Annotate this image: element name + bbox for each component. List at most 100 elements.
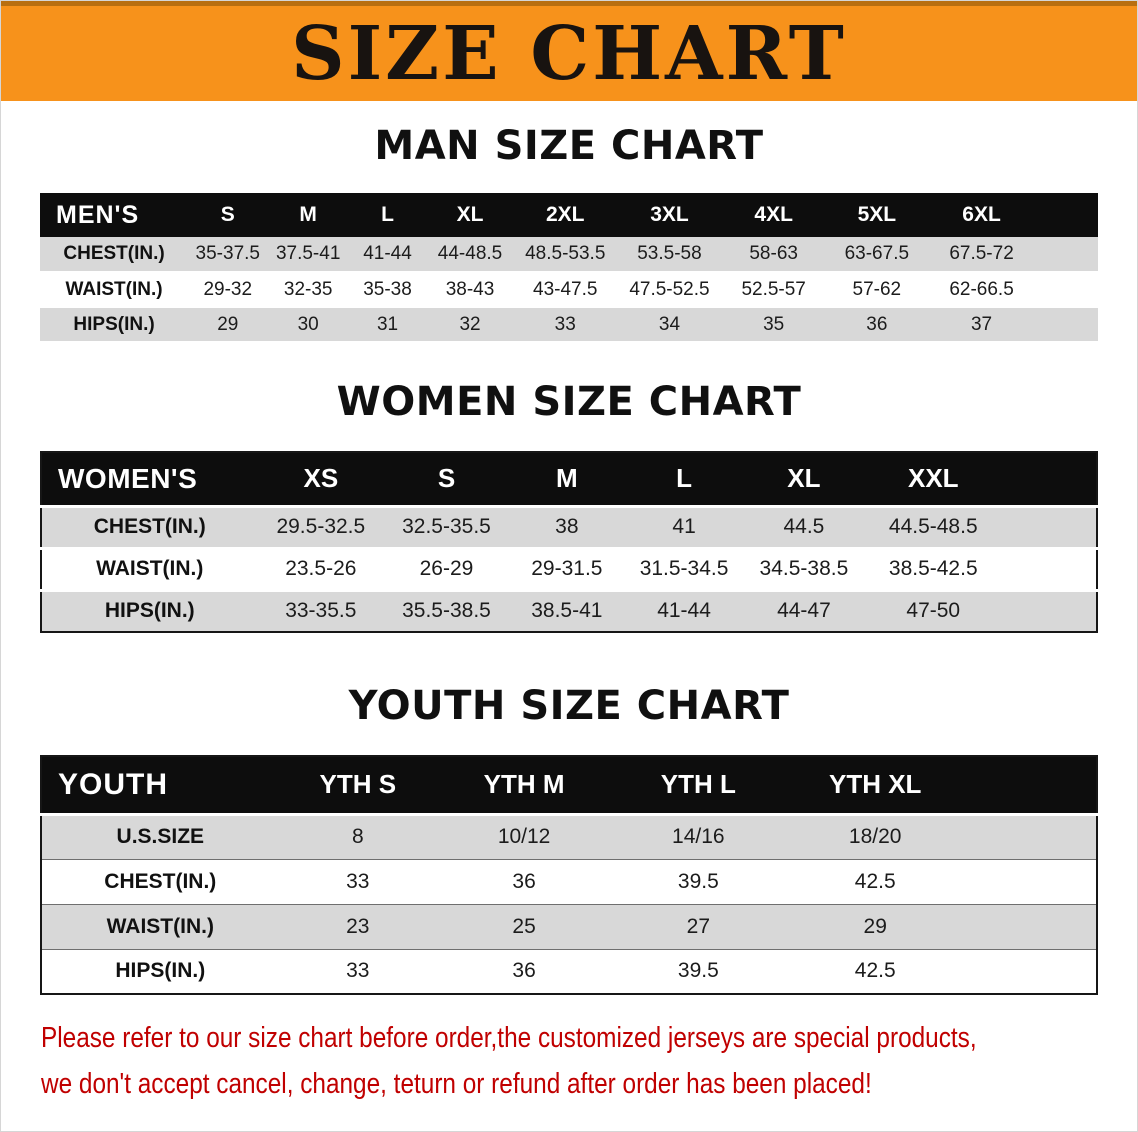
spacer-cell [1034, 193, 1098, 237]
measurement-value: 35-37.5 [188, 237, 268, 273]
measurement-value: 42.5 [785, 859, 965, 905]
measurement-value: 23 [278, 904, 437, 950]
notice-line-1: Please refer to our size chart before or… [41, 1022, 977, 1054]
measurement-value: 38-43 [426, 272, 514, 308]
size-column-header: L [624, 452, 744, 508]
table-row: CHEST(IN.) 35-37.5 37.5-41 41-44 44-48.5 48.5… [40, 237, 1098, 273]
measurement-value: 47-50 [864, 590, 1002, 632]
size-column-header: 3XL [616, 193, 723, 237]
measurement-value: 43-47.5 [513, 272, 617, 308]
measurement-value: 44.5 [743, 506, 865, 550]
measurement-value: 36 [436, 859, 612, 905]
spacer-cell [1034, 237, 1098, 273]
measurement-value: 38 [508, 506, 625, 550]
spacer-cell [1034, 307, 1098, 343]
measurement-value: 36 [436, 949, 612, 994]
spacer-cell [964, 904, 1097, 950]
notice-line-2: we don't accept cancel, change, teturn o… [41, 1068, 872, 1100]
measurement-value: 32 [426, 307, 514, 343]
spacer-cell [964, 859, 1097, 905]
table-row: HIPS(IN.) 29 30 31 32 33 34 35 36 37 [40, 307, 1098, 343]
women-size-chart-section: WOMEN SIZE CHART WOMEN'S XS S M L XL XXL CHEST(… [1, 379, 1137, 633]
measurement-value: 27 [611, 904, 786, 950]
measurement-value: 29.5-32.5 [257, 506, 385, 550]
measurement-value: 30 [267, 307, 349, 343]
measurement-value: 29-32 [188, 272, 268, 308]
measurement-value: 41-44 [348, 237, 427, 273]
table-row: U.S.SIZE 8 10/12 14/16 18/20 [41, 814, 1097, 860]
spacer-cell [964, 814, 1097, 860]
measurement-value: 25 [436, 904, 612, 950]
size-column-header: 4XL [722, 193, 825, 237]
measurement-label: HIPS(IN.) [41, 590, 258, 632]
table-label-cell: YOUTH [41, 756, 279, 816]
size-column-header: L [348, 193, 427, 237]
spacer-cell [964, 949, 1097, 994]
table-header-row: YOUTH YTH S YTH M YTH L YTH XL [41, 756, 1097, 816]
size-column-header: S [188, 193, 268, 237]
size-column-header: 2XL [513, 193, 617, 237]
measurement-label: WAIST(IN.) [41, 904, 279, 950]
size-column-header: XL [426, 193, 514, 237]
measurement-value: 67.5-72 [928, 237, 1035, 273]
size-column-header: YTH L [611, 756, 786, 816]
women-size-table: WOMEN'S XS S M L XL XXL CHEST(IN.) 29.5-32.5 32.5… [40, 451, 1098, 633]
measurement-value: 37.5-41 [267, 237, 349, 273]
measurement-value: 57-62 [824, 272, 929, 308]
size-column-header: 6XL [928, 193, 1035, 237]
spacer-cell [1001, 452, 1097, 508]
spacer-cell [1034, 272, 1098, 308]
men-size-chart-section: MAN SIZE CHART MEN'S S M L XL 2XL 3XL 4XL 5XL 6XL… [1, 123, 1137, 343]
size-column-header: XS [257, 452, 385, 508]
measurement-value: 41-44 [624, 590, 744, 632]
measurement-value: 29-31.5 [508, 548, 625, 592]
table-row: CHEST(IN.) 29.5-32.5 32.5-35.5 38 41 44.5 44.5… [41, 506, 1097, 550]
measurement-value: 33 [278, 859, 437, 905]
measurement-label: WAIST(IN.) [41, 548, 258, 592]
table-row: WAIST(IN.) 23 25 27 29 [41, 904, 1097, 950]
spacer-cell [1001, 548, 1097, 592]
measurement-value: 41 [624, 506, 744, 550]
size-column-header: YTH XL [785, 756, 965, 816]
spacer-cell [1001, 506, 1097, 550]
measurement-value: 29 [188, 307, 268, 343]
men-chart-heading: MAN SIZE CHART [374, 123, 764, 169]
youth-chart-heading: YOUTH SIZE CHART [348, 683, 790, 729]
measurement-value: 36 [824, 307, 929, 343]
measurement-value: 52.5-57 [722, 272, 825, 308]
measurement-value: 34 [616, 307, 723, 343]
measurement-value: 31 [348, 307, 427, 343]
measurement-value: 35.5-38.5 [384, 590, 509, 632]
measurement-value: 38.5-41 [508, 590, 625, 632]
measurement-value: 33 [278, 949, 437, 994]
measurement-value: 34.5-38.5 [743, 548, 865, 592]
youth-size-table: YOUTH YTH S YTH M YTH L YTH XL U.S.SIZE 8 10/12… [40, 755, 1098, 995]
measurement-value: 35-38 [348, 272, 427, 308]
size-column-header: YTH M [436, 756, 612, 816]
measurement-value: 10/12 [436, 814, 612, 860]
women-chart-heading: WOMEN SIZE CHART [336, 379, 802, 425]
measurement-value: 62-66.5 [928, 272, 1035, 308]
measurement-value: 32.5-35.5 [384, 506, 509, 550]
measurement-value: 33-35.5 [257, 590, 385, 632]
size-column-header: YTH S [278, 756, 437, 816]
men-size-table: MEN'S S M L XL 2XL 3XL 4XL 5XL 6XL CHEST(IN.) 35-37… [40, 193, 1098, 343]
measurement-value: 26-29 [384, 548, 509, 592]
size-column-header: M [267, 193, 349, 237]
spacer-cell [1001, 590, 1097, 632]
size-column-header: M [508, 452, 625, 508]
measurement-label: HIPS(IN.) [40, 307, 189, 343]
table-label-cell: WOMEN'S [41, 452, 258, 508]
measurement-value: 31.5-34.5 [624, 548, 744, 592]
youth-size-chart-section: YOUTH SIZE CHART YOUTH YTH S YTH M YTH L YTH… [1, 683, 1137, 995]
table-header-row: WOMEN'S XS S M L XL XXL [41, 452, 1097, 508]
measurement-value: 23.5-26 [257, 548, 385, 592]
measurement-value: 38.5-42.5 [864, 548, 1002, 592]
measurement-label: WAIST(IN.) [40, 272, 189, 308]
measurement-value: 18/20 [785, 814, 965, 860]
measurement-value: 39.5 [611, 949, 786, 994]
measurement-label: HIPS(IN.) [41, 949, 279, 994]
size-column-header: S [384, 452, 509, 508]
measurement-value: 29 [785, 904, 965, 950]
measurement-value: 47.5-52.5 [616, 272, 723, 308]
